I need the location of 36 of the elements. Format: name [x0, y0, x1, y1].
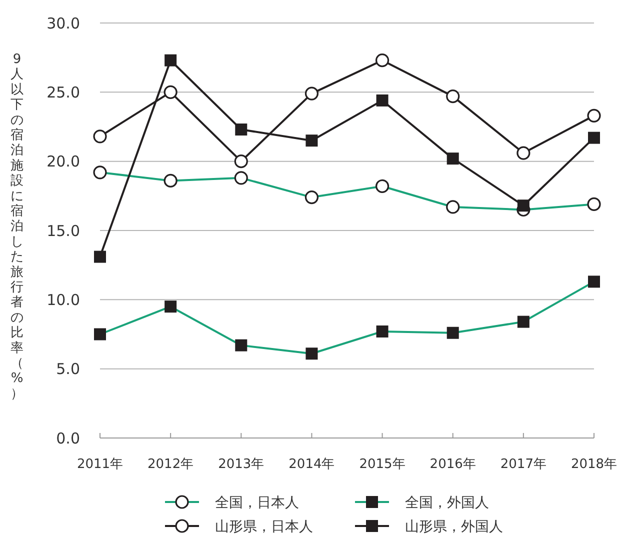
point	[516, 146, 530, 160]
y-tick-label: 20.0	[46, 152, 80, 171]
point	[93, 130, 107, 144]
point	[234, 154, 248, 168]
y-tick-label: 10.0	[46, 290, 80, 309]
x-tick-label: 2017年	[500, 457, 546, 472]
point	[235, 124, 248, 136]
legend-label: 全国，日本人	[215, 494, 299, 511]
x-tick-label: 2015年	[359, 457, 406, 472]
y-tick-label: 15.0	[46, 222, 80, 240]
point	[304, 86, 319, 100]
point	[306, 134, 318, 147]
legend-label: 山形県，外国人	[405, 518, 503, 535]
legend-label: 山形県，日本人	[215, 518, 313, 535]
x-tick-label: 2018年	[570, 457, 618, 472]
point	[587, 108, 601, 122]
point	[446, 152, 459, 165]
point	[376, 94, 388, 106]
text: 9人以下の宿泊施設に宿泊した旅行者の比率（%）	[10, 52, 24, 402]
y-tick-label: 25.0	[46, 83, 80, 102]
point	[164, 54, 177, 66]
legend-label: 全国，外国人	[405, 494, 489, 511]
point	[588, 132, 600, 144]
y-tick-label: 5.0	[56, 360, 80, 378]
point	[446, 90, 460, 104]
point	[94, 250, 106, 263]
x-tick-label: 2012年	[148, 457, 194, 472]
y-tick-label: 30.0	[46, 14, 80, 32]
x-tick-label: 2014年	[288, 457, 335, 472]
point	[164, 85, 178, 99]
x-tick-label: 2016年	[430, 457, 476, 472]
x-tick-label: 2011年	[76, 457, 124, 472]
point	[517, 200, 530, 212]
x-tick-label: 2013年	[218, 457, 264, 472]
point	[375, 54, 390, 68]
y-tick-label: 0.0	[56, 429, 80, 448]
